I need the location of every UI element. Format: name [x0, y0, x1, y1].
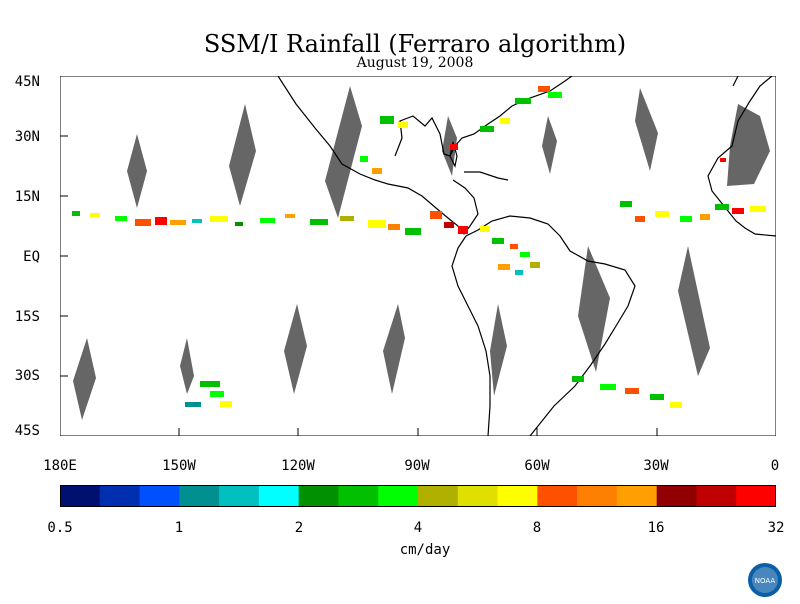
colorbar-tick-2: 2 — [294, 520, 304, 536]
colorbar — [60, 485, 776, 507]
colorbar-swatch — [60, 485, 101, 507]
colorbar-swatch — [537, 485, 578, 507]
svg-text:NOAA: NOAA — [755, 577, 776, 585]
swath-gaps — [73, 86, 770, 420]
colorbar-tick-0-5: 0.5 — [47, 520, 73, 536]
colorbar-swatch — [616, 485, 658, 507]
colorbar-tick-4: 4 — [413, 520, 423, 536]
lat-label-15n: 15N — [14, 189, 40, 205]
lon-label-180e: 180E — [43, 458, 77, 474]
lon-label-120w: 120W — [281, 458, 315, 474]
colorbar-swatch — [99, 485, 141, 507]
colorbar-swatch — [497, 485, 538, 507]
lon-label-150w: 150W — [162, 458, 196, 474]
lon-label-90w: 90W — [404, 458, 430, 474]
lat-label-15s: 15S — [14, 309, 40, 325]
lat-label-45n: 45N — [14, 74, 40, 90]
colorbar-swatch — [219, 485, 260, 507]
colorbar-swatch — [457, 485, 499, 507]
lon-label-30w: 30W — [643, 458, 669, 474]
colorbar-swatch — [577, 485, 618, 507]
colorbar-swatch — [656, 485, 697, 507]
noaa-logo-icon: NOAA — [748, 563, 782, 597]
colorbar-swatch — [696, 485, 737, 507]
rainfall-south-america — [480, 226, 540, 275]
colorbar-tick-16: 16 — [647, 520, 665, 536]
lon-label-0: 0 — [770, 458, 780, 474]
colorbar-tick-32: 32 — [767, 520, 785, 536]
colorbar-swatch — [378, 485, 419, 507]
colorbar-unit: cm/day — [399, 542, 451, 558]
colorbar-swatch — [338, 485, 379, 507]
rainfall-map — [60, 76, 776, 436]
chart-title: SSM/I Rainfall (Ferraro algorithm) — [203, 30, 627, 58]
colorbar-tick-1: 1 — [174, 520, 184, 536]
rainfall-atlantic-itcz — [620, 158, 766, 222]
noaa-esrl-logo: NOAA — [730, 560, 800, 600]
rainfall-itcz-pacific — [72, 211, 468, 235]
rainfall-north-atlantic — [360, 86, 562, 174]
colorbar-swatch — [418, 485, 459, 507]
lon-label-60w: 60W — [524, 458, 550, 474]
lat-label-45s: 45S — [14, 423, 40, 439]
colorbar-swatch — [736, 485, 776, 507]
colorbar-swatch — [298, 485, 339, 507]
colorbar-swatch — [139, 485, 180, 507]
chart-date: August 19, 2008 — [356, 55, 474, 71]
lat-label-eq: EQ — [23, 249, 40, 265]
lat-label-30n: 30N — [14, 129, 40, 145]
lat-label-30s: 30S — [14, 368, 40, 384]
rainfall-southern-bands — [185, 376, 682, 408]
colorbar-swatch — [179, 485, 220, 507]
colorbar-swatch — [258, 485, 300, 507]
colorbar-tick-8: 8 — [532, 520, 542, 536]
